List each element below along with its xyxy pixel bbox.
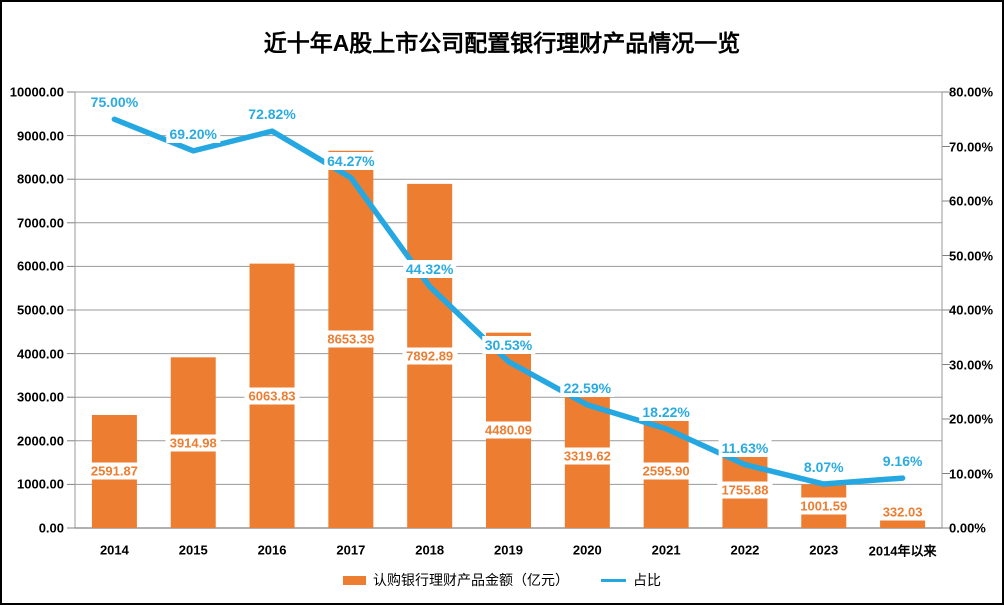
legend-item-bar-series: 认购银行理财产品金额（亿元） (343, 570, 569, 590)
legend-item-line-series: 占比 (601, 570, 661, 590)
bar-2014-series (801, 484, 847, 528)
bar-2014-series (328, 150, 374, 528)
legend-bar-series-label: 认购银行理财产品金额（亿元） (373, 572, 569, 588)
bar-series-swatch-icon (343, 575, 366, 585)
chart-title: 近十年A股上市公司配置银行理财产品情况一览 (263, 30, 741, 56)
line-series-swatch-icon (601, 578, 626, 582)
chart-legend: 认购银行理财产品金额（亿元） 占比 (2, 570, 1002, 590)
bar-2014-series (91, 414, 137, 528)
bar-2014-series (407, 183, 453, 528)
bar-2014-series (643, 414, 689, 528)
bar-2014-series (249, 263, 295, 528)
bar-2014-series (880, 513, 926, 528)
bar-2014-series (170, 357, 216, 528)
legend-line-series-label: 占比 (633, 572, 661, 588)
ratio-line-series (111, 116, 906, 487)
